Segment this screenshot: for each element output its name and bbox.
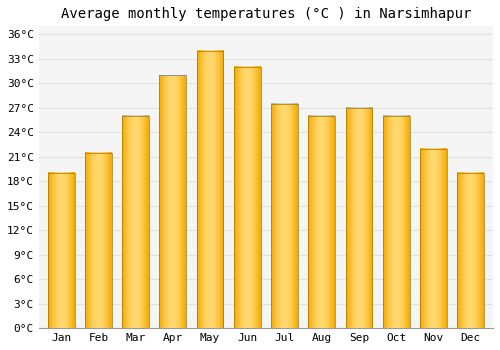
Bar: [308, 116, 335, 328]
Bar: [271, 104, 298, 328]
Bar: [458, 173, 484, 328]
Bar: [196, 51, 224, 328]
Bar: [383, 116, 409, 328]
Bar: [122, 116, 149, 328]
Bar: [420, 149, 447, 328]
Title: Average monthly temperatures (°C ) in Narsimhapur: Average monthly temperatures (°C ) in Na…: [60, 7, 471, 21]
Bar: [160, 75, 186, 328]
Bar: [85, 153, 112, 328]
Bar: [48, 173, 74, 328]
Bar: [346, 108, 372, 328]
Bar: [234, 67, 260, 328]
